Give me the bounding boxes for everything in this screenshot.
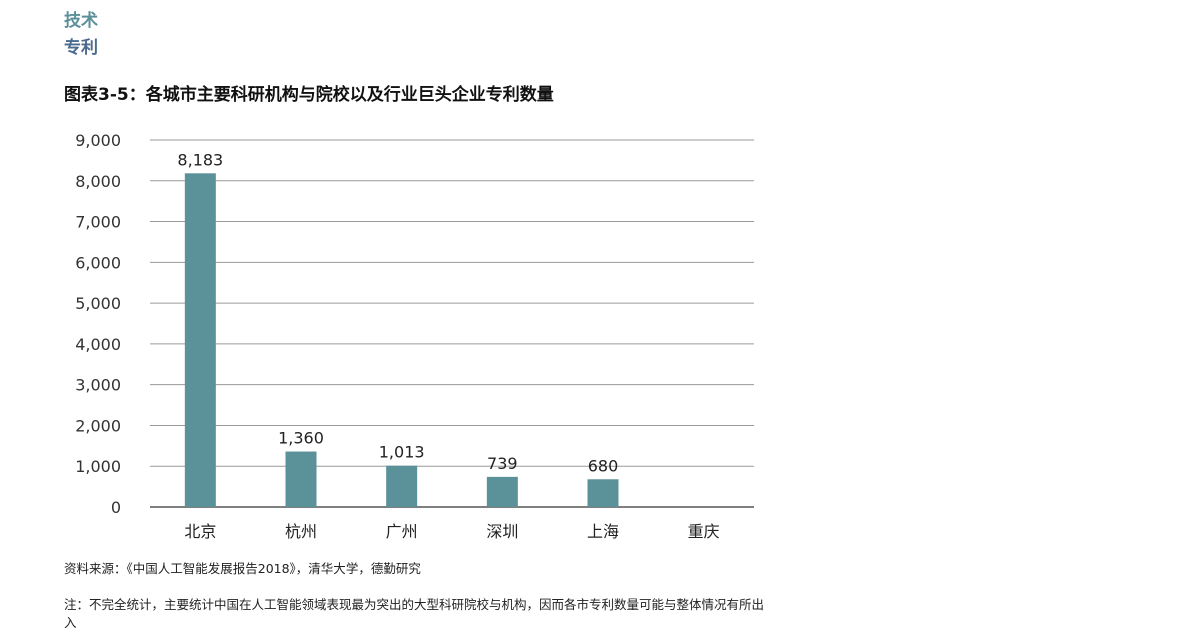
section-title-technology: 技术: [64, 11, 98, 31]
x-category-label: 上海: [587, 522, 619, 541]
footnote: 注：不完全统计，主要统计中国在人工智能领域表现最为突出的大型科研院校与机构，因而…: [64, 597, 765, 630]
bar-value-label: 739: [487, 454, 518, 473]
bar-value-label: 8,183: [177, 150, 223, 169]
bar: [587, 479, 619, 507]
x-category-label: 北京: [184, 522, 216, 541]
source-note: 资料来源：《中国人工智能发展报告2018》，清华大学，德勤研究: [64, 561, 421, 576]
y-axis-ticks: 0 1,000 2,000 3,000 4,000 5,000 6,000 7,000 8,00…: [75, 131, 121, 517]
x-category-label: 杭州: [285, 522, 317, 541]
y-tick-label: 1,000: [75, 457, 121, 476]
bars: [184, 173, 619, 508]
data-labels: 8,183 1,360 1,013 739 680: [177, 150, 618, 475]
x-category-label: 广州: [386, 522, 418, 541]
y-tick-label: 9,000: [75, 131, 121, 150]
x-axis-categories: 北京 杭州 广州 深圳 上海 重庆: [184, 522, 719, 541]
bar-chart: 0 1,000 2,000 3,000 4,000 5,000 6,000 7,000 8,00…: [75, 131, 754, 541]
y-tick-label: 4,000: [75, 335, 121, 354]
bar: [386, 465, 418, 507]
chart-title: 图表3-5：各城市主要科研机构与院校以及行业巨头企业专利数量: [64, 85, 554, 105]
x-category-label: 重庆: [688, 522, 720, 541]
bar: [184, 173, 216, 508]
bar: [486, 476, 518, 507]
y-tick-label: 8,000: [75, 172, 121, 191]
y-tick-label: 2,000: [75, 416, 121, 435]
bar: [285, 451, 317, 507]
y-tick-label: 3,000: [75, 376, 121, 395]
grid-lines: [150, 139, 754, 508]
bar-value-label: 1,360: [278, 429, 324, 448]
y-tick-label: 0: [111, 498, 121, 517]
y-tick-label: 6,000: [75, 253, 121, 272]
x-category-label: 深圳: [486, 522, 518, 541]
bar-value-label: 1,013: [379, 443, 425, 462]
y-tick-label: 5,000: [75, 294, 121, 313]
y-tick-label: 7,000: [75, 213, 121, 232]
section-subtitle-patent: 专利: [64, 38, 98, 58]
bar-value-label: 680: [588, 456, 619, 475]
